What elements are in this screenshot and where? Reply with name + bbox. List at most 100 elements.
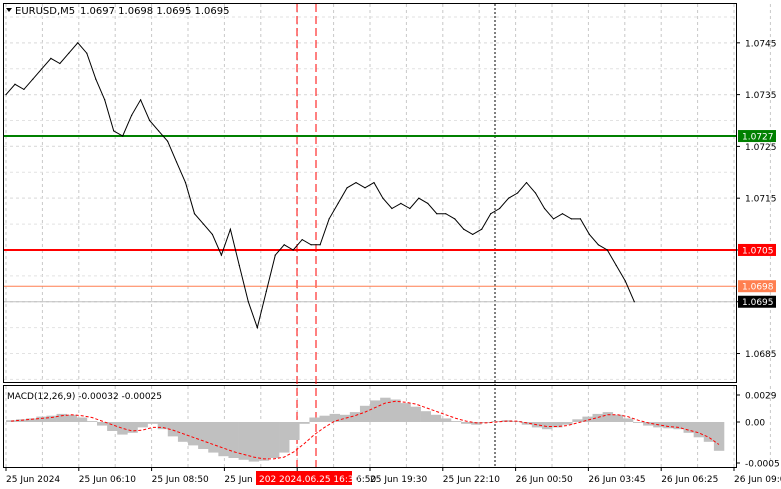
price-point [104,99,106,101]
x-tick-label: 26 Jun 06:25 [661,475,718,485]
macd-bar [370,400,381,422]
level-labels: 1.0727 1.0705 1.0698 1.0695 [738,130,776,308]
macd-bar [26,418,37,422]
price-point [95,78,97,80]
macd-bar [450,421,462,422]
macd-bar [582,416,593,422]
macd-bar [279,422,290,453]
price-point [534,192,537,194]
macd-tick-label: 0.0029 [745,392,777,402]
macd-bar [612,414,624,422]
price-point [274,254,276,256]
macd-bar [349,412,361,422]
price-point [615,264,617,267]
price-point [229,228,231,230]
level-badge [738,243,776,256]
price-point [606,249,608,251]
macd-bar [117,422,128,435]
price-point [247,301,249,303]
price-point [427,202,429,204]
x-tick-label: 25 Jun 06:10 [79,475,136,485]
price-point [588,233,590,236]
macd-bar [157,422,169,430]
price-point [400,202,402,204]
macd-bar [632,422,644,423]
price-point [418,197,420,199]
price-point [292,249,294,251]
macd-signal-line [11,400,720,460]
price-point [86,52,88,54]
macd-bar [461,422,472,424]
macd-bar [339,414,351,422]
macd-label: MACD(12,26,9) -0.00032 -0.00025 [7,392,162,402]
level-badge [738,130,776,143]
level-label: 1.0727 [742,133,774,143]
macd-bar [188,422,199,446]
price-point [157,130,160,132]
macd-bar [562,422,573,425]
macd-bar [592,413,603,422]
y-tick-label: 1.0725 [745,143,777,153]
price-point [525,182,528,184]
macd-tick-label: -0.0005 [745,460,780,470]
price-point [373,182,375,184]
macd-bar [238,422,250,460]
macd-bar [86,421,98,422]
x-tick-label: 25 Jun 2024 [6,475,60,485]
macd-bar [693,422,705,438]
macd-bar [440,418,452,422]
macd-bar [289,422,300,440]
macd-series [6,397,725,462]
price-series [5,42,635,330]
y-tick-label: 1.0715 [745,195,777,205]
price-point [516,192,519,194]
macd-bar [622,418,634,422]
price-point [77,42,79,44]
macd-bar [268,422,280,458]
macd-bar [167,422,179,437]
price-point [346,187,348,189]
price-point [202,223,205,225]
symbol-dropdown-icon[interactable] [6,8,12,12]
x-tick-label: 26 Jun 09:05 [734,475,781,485]
macd-bar [390,399,401,422]
macd-bar [127,422,138,433]
x-tick-label: 26 Jun 00:50 [516,475,573,485]
macd-bar [319,415,330,422]
level-label: 1.0695 [742,298,774,308]
price-point [68,52,70,54]
macd-tick-label: 0.00 [745,419,765,429]
macd-bar [208,422,219,453]
price-point [633,301,635,303]
price-point [472,233,474,236]
macd-bar [46,415,57,422]
ohlc-label: 1.0697 1.0698 1.0695 1.0695 [80,6,230,17]
price-point [508,197,510,199]
price-point [220,254,222,256]
price-point [364,187,366,189]
macd-bar [602,412,614,422]
y-tick-label: 1.0735 [745,91,777,101]
macd-bar [248,422,260,462]
price-point [328,218,330,220]
macd-bar [147,422,158,424]
price-point [5,94,7,96]
x-tick-label: 25 Jun 11:30 [224,475,281,485]
price-point [552,218,555,220]
price-point [597,244,599,246]
price-point [41,68,43,70]
price-point [409,207,411,210]
price-point [14,83,16,85]
time-axis: 25 Jun 2024 25 Jun 06:10 25 Jun 08:50 25 Ju… [5,467,781,485]
macd-bar [56,413,67,422]
price-point [122,135,124,137]
price-point [490,213,492,215]
macd-bar [400,403,411,422]
price-point [50,57,52,59]
price-point [436,213,438,215]
price-point [454,218,456,220]
macd-bar [299,422,310,424]
macd-bar [552,422,563,428]
price-point [463,228,465,230]
